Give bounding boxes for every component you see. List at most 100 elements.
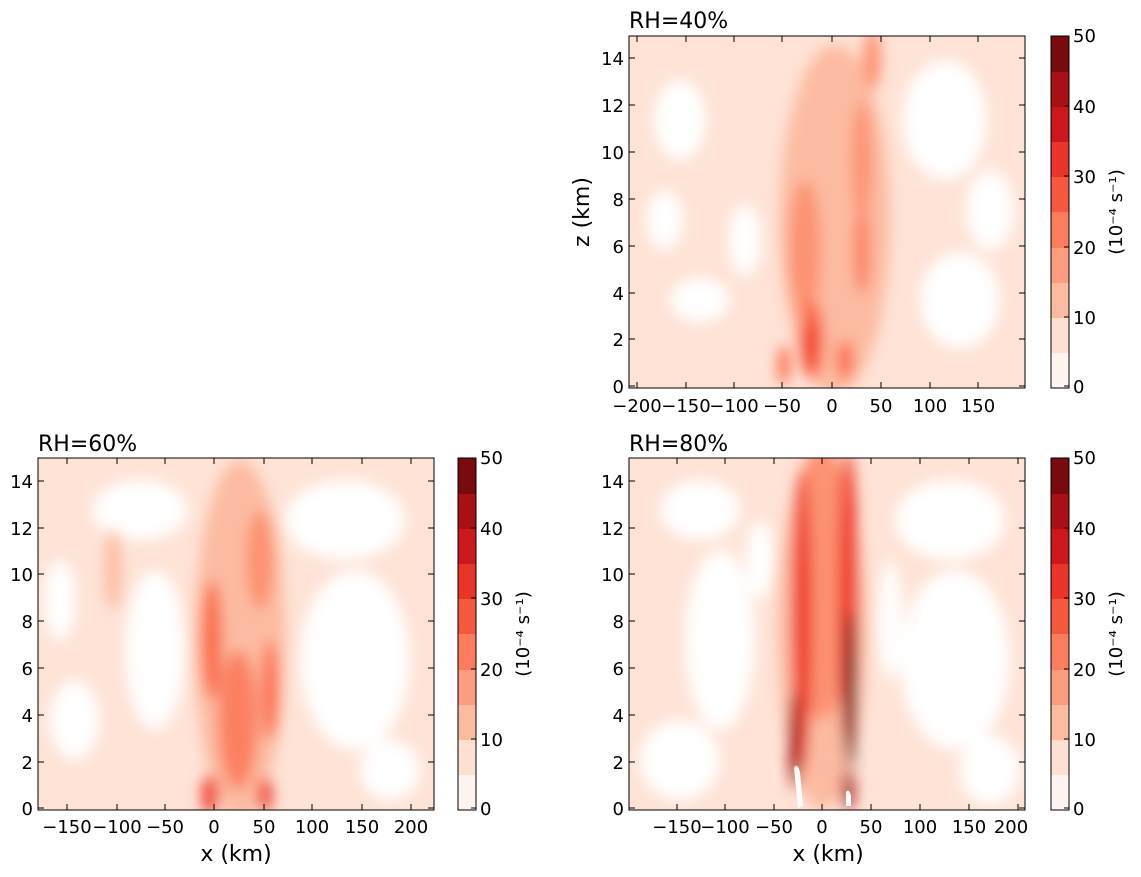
x-tick-label: −150 bbox=[661, 396, 710, 417]
y-tick: 10 bbox=[601, 143, 1025, 164]
colorbar-tick-label: 10 bbox=[1073, 308, 1096, 329]
y-tick-label: 2 bbox=[613, 330, 624, 351]
x-tick-label: 150 bbox=[345, 817, 379, 838]
y-tick: 12 bbox=[601, 96, 1025, 117]
colorbar-tick-label: 50 bbox=[480, 448, 503, 469]
colorbar-tick: 50 bbox=[1064, 448, 1096, 469]
x-tick-label: −50 bbox=[755, 817, 793, 838]
contour-field bbox=[629, 458, 1025, 810]
x-tick: 100 bbox=[913, 36, 947, 417]
x-tick-label: 0 bbox=[208, 817, 219, 838]
y-tick-label: 10 bbox=[601, 143, 624, 164]
y-tick-label: 6 bbox=[613, 237, 624, 258]
contour-core bbox=[778, 36, 890, 388]
colorbar-tick: 0 bbox=[1064, 377, 1084, 398]
y-tick: 14 bbox=[10, 472, 434, 493]
colorbar-tick: 20 bbox=[1064, 238, 1096, 259]
y-ticks: 0 2 4 6 8 10 12 14 bbox=[601, 472, 1025, 820]
colorbar-label: (10⁻⁴ s⁻¹) bbox=[513, 591, 534, 676]
x-tick-label: −100 bbox=[709, 396, 758, 417]
y-tick-label: 8 bbox=[613, 190, 624, 211]
contour-holes bbox=[794, 765, 851, 808]
colorbar-tick: 10 bbox=[1064, 730, 1096, 751]
contour-core bbox=[105, 460, 285, 810]
y-tick: 0 bbox=[613, 799, 1025, 820]
plot-frame bbox=[628, 457, 1026, 811]
y-tick-label: 8 bbox=[613, 612, 624, 633]
x-tick: −50 bbox=[146, 458, 184, 838]
colorbar-tick-label: 40 bbox=[1073, 519, 1096, 540]
y-ticks: 0 2 4 6 8 10 12 14 bbox=[601, 49, 1025, 398]
colorbar-label: (10⁻⁴ s⁻¹) bbox=[1106, 169, 1127, 254]
y-tick-label: 0 bbox=[22, 799, 33, 820]
colorbar-tick: 0 bbox=[1064, 799, 1084, 820]
x-tick-label: 0 bbox=[826, 396, 837, 417]
x-tick-label: −150 bbox=[42, 817, 91, 838]
plot-frame bbox=[628, 35, 1026, 389]
x-tick-label: 100 bbox=[903, 817, 937, 838]
x-tick: 150 bbox=[345, 458, 379, 838]
y-tick: 12 bbox=[601, 519, 1025, 540]
colorbar-tick: 10 bbox=[471, 730, 503, 751]
y-tick-label: 6 bbox=[22, 659, 33, 680]
colorbar-tick: 30 bbox=[1064, 167, 1096, 188]
y-tick-label: 12 bbox=[601, 96, 624, 117]
x-tick-label: −50 bbox=[763, 396, 801, 417]
y-tick: 12 bbox=[10, 519, 434, 540]
y-tick: 2 bbox=[613, 330, 1025, 351]
y-tick-label: 12 bbox=[10, 519, 33, 540]
contour-white-gaps bbox=[640, 480, 1020, 805]
y-tick: 2 bbox=[22, 753, 434, 774]
x-tick: 0 bbox=[208, 458, 220, 838]
x-tick: 150 bbox=[961, 36, 995, 417]
contour-field bbox=[38, 458, 434, 810]
y-tick: 4 bbox=[22, 706, 434, 727]
y-tick: 6 bbox=[613, 237, 1025, 258]
colorbar-tick: 50 bbox=[471, 448, 503, 469]
colorbar-tick-label: 0 bbox=[480, 799, 491, 820]
x-tick-label: 50 bbox=[860, 817, 883, 838]
colorbar-tick-label: 30 bbox=[1073, 167, 1096, 188]
x-tick: −150 bbox=[652, 458, 702, 838]
x-tick: 200 bbox=[994, 458, 1028, 838]
y-tick: 6 bbox=[613, 659, 1025, 680]
x-tick-label: 50 bbox=[253, 817, 276, 838]
x-tick: 50 bbox=[860, 458, 883, 838]
x-tick-label: −150 bbox=[652, 817, 701, 838]
colorbar-tick-label: 10 bbox=[1073, 730, 1096, 751]
y-tick-label: 0 bbox=[613, 799, 624, 820]
x-tick-label: −100 bbox=[92, 817, 141, 838]
colorbar-tick: 30 bbox=[471, 589, 503, 610]
x-tick: 100 bbox=[295, 458, 329, 838]
x-axis-label: x (km) bbox=[200, 842, 271, 867]
y-tick: 0 bbox=[22, 799, 434, 820]
x-ticks: −150 −100 −50 0 50 100 150 200 bbox=[42, 458, 428, 838]
y-tick-label: 14 bbox=[601, 472, 624, 493]
colorbar-tick-label: 50 bbox=[1073, 448, 1096, 469]
y-tick: 4 bbox=[613, 706, 1025, 727]
contour-white-gaps bbox=[44, 480, 420, 800]
y-tick-label: 14 bbox=[601, 49, 624, 70]
x-tick: −100 bbox=[92, 458, 142, 838]
x-tick: 0 bbox=[826, 36, 838, 417]
colorbar: 0 10 20 30 40 50 (10⁻⁴ s⁻¹) bbox=[1050, 26, 1127, 398]
colorbar-tick: 50 bbox=[1064, 26, 1096, 47]
y-tick: 8 bbox=[613, 190, 1025, 211]
colorbar-tick: 30 bbox=[1064, 589, 1096, 610]
x-tick: 200 bbox=[394, 458, 428, 838]
x-tick: −150 bbox=[661, 36, 711, 417]
colorbar-tick: 0 bbox=[471, 799, 491, 820]
panel-title: RH=60% bbox=[38, 432, 137, 457]
colorbar-tick-label: 20 bbox=[1073, 660, 1096, 681]
x-tick: −50 bbox=[763, 36, 801, 417]
colorbar-tick-label: 30 bbox=[480, 589, 503, 610]
colorbar-tick: 40 bbox=[471, 519, 503, 540]
x-tick-label: 100 bbox=[913, 396, 947, 417]
y-tick: 8 bbox=[613, 612, 1025, 633]
colorbar-tick-label: 0 bbox=[1073, 377, 1084, 398]
x-tick-label: −200 bbox=[612, 396, 661, 417]
y-tick-label: 2 bbox=[22, 753, 33, 774]
colorbar-tick-label: 40 bbox=[1073, 97, 1096, 118]
y-tick: 4 bbox=[613, 284, 1025, 305]
